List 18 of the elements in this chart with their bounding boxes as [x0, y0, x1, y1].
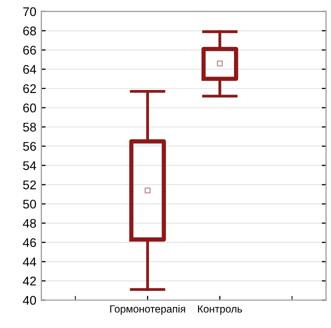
y-tick-label: 46	[22, 238, 36, 248]
y-tick-label: 50	[23, 200, 36, 209]
y-tick-label: 54	[23, 161, 36, 170]
y-tick-label: 56	[23, 142, 36, 151]
y-tick-label: 66	[23, 46, 36, 55]
x-tick-label: Контроль	[198, 305, 242, 315]
y-tick-label: 62	[23, 84, 36, 94]
y-tick-label: 58	[23, 122, 36, 132]
y-tick-label: 52	[23, 180, 36, 190]
y-tick-label: 44	[22, 258, 36, 266]
y-tick-label: 64	[23, 65, 36, 74]
y-tick-label: 48	[22, 218, 36, 228]
x-tick-label: Гормонотерапія	[110, 304, 186, 315]
y-tick-label: 40	[22, 296, 36, 305]
y-tick-label: 68	[23, 26, 36, 36]
y-tick-label: 42	[22, 276, 36, 286]
y-tick-label: 70	[23, 7, 36, 16]
y-tick-label: 60	[23, 103, 36, 112]
